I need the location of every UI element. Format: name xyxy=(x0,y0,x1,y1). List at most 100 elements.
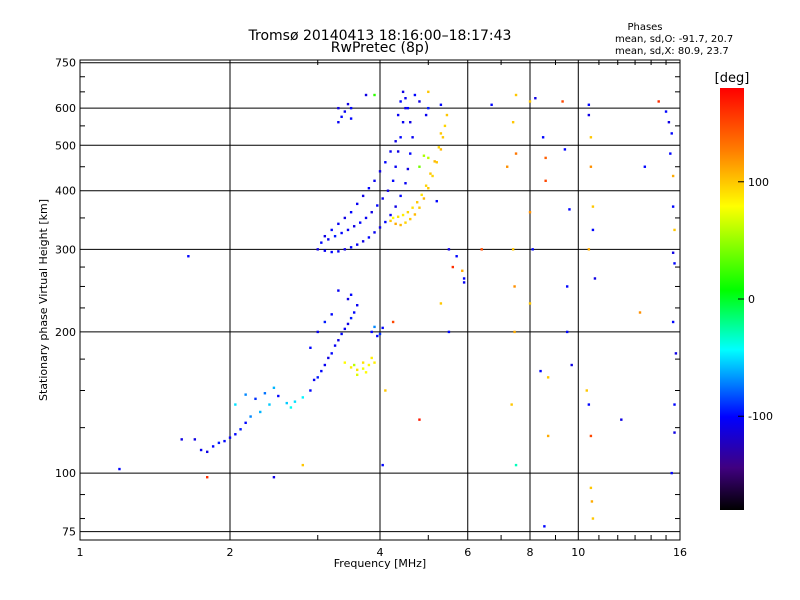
data-point xyxy=(355,368,359,372)
data-point xyxy=(418,165,421,168)
data-point xyxy=(510,403,513,406)
data-point xyxy=(589,136,593,139)
data-point xyxy=(367,187,371,190)
data-point xyxy=(439,302,443,305)
data-point xyxy=(259,410,262,414)
colorbar-tick-label: 0 xyxy=(748,293,755,306)
data-point xyxy=(591,205,595,208)
data-point xyxy=(391,320,395,324)
x-tick-label: 1 xyxy=(77,546,84,559)
y-tick-label: 100 xyxy=(55,467,76,480)
y-axis-label: Stationary phase Virtual Height [km] xyxy=(37,199,50,401)
data-point xyxy=(373,325,376,329)
data-point xyxy=(424,184,428,187)
data-point xyxy=(361,367,365,370)
data-point xyxy=(511,120,515,124)
data-point xyxy=(587,113,591,117)
data-point xyxy=(671,251,675,254)
data-point xyxy=(389,213,392,217)
axis-ticks: 1 2 4 6 8 10 16 75 100 200 300 400 500 600 750 xyxy=(55,57,687,559)
data-point xyxy=(514,463,518,467)
data-point xyxy=(591,228,595,232)
data-point xyxy=(343,248,347,251)
data-point xyxy=(330,352,333,355)
data-point xyxy=(249,415,252,418)
data-point xyxy=(312,378,316,382)
data-point xyxy=(673,431,676,434)
data-point xyxy=(337,289,340,292)
data-point xyxy=(316,248,319,251)
data-point xyxy=(373,361,376,364)
data-point xyxy=(327,238,330,241)
data-point xyxy=(333,344,337,347)
data-point xyxy=(441,136,445,139)
data-point xyxy=(411,206,414,209)
colorbar-label: [deg] xyxy=(715,71,750,86)
data-point xyxy=(546,434,550,438)
data-point xyxy=(352,311,356,314)
data-point xyxy=(418,418,421,421)
x-tick-label: 10 xyxy=(571,546,585,559)
data-point xyxy=(638,311,642,314)
data-point xyxy=(289,406,293,409)
data-point xyxy=(285,401,288,405)
data-point xyxy=(455,255,458,258)
data-point xyxy=(670,471,673,475)
x-tick-label: 2 xyxy=(227,546,234,559)
data-point xyxy=(301,463,305,467)
data-point xyxy=(355,202,359,206)
data-point xyxy=(346,322,350,326)
data-point xyxy=(404,97,407,100)
data-point xyxy=(211,445,215,448)
data-point xyxy=(427,90,430,94)
data-point xyxy=(534,97,537,100)
data-point xyxy=(337,250,340,253)
data-point xyxy=(406,106,410,110)
data-point xyxy=(404,182,407,185)
y-tick-label: 300 xyxy=(55,243,76,256)
data-point xyxy=(427,187,430,190)
data-point xyxy=(349,106,353,110)
data-point xyxy=(323,234,327,238)
data-point xyxy=(462,281,466,284)
data-point xyxy=(568,208,571,211)
data-point xyxy=(309,389,312,392)
data-point xyxy=(513,285,516,288)
data-point xyxy=(396,113,400,117)
data-point xyxy=(316,330,319,334)
data-point xyxy=(409,152,412,155)
data-point xyxy=(674,352,678,355)
data-point xyxy=(590,500,594,503)
data-point xyxy=(239,428,242,431)
data-point xyxy=(193,438,197,441)
data-point xyxy=(396,150,400,153)
data-point xyxy=(378,332,382,336)
data-point xyxy=(337,222,340,226)
data-point xyxy=(673,228,676,232)
data-point xyxy=(514,152,518,155)
data-point xyxy=(370,330,373,334)
data-point xyxy=(333,234,337,238)
data-point xyxy=(394,140,397,143)
data-point xyxy=(234,433,237,436)
data-point xyxy=(461,269,464,272)
data-point xyxy=(401,213,405,217)
data-point xyxy=(228,436,232,439)
data-point xyxy=(381,197,384,200)
data-point xyxy=(447,330,451,334)
data-point xyxy=(671,174,675,178)
data-point xyxy=(244,393,247,396)
phases-x-stats: mean, sd,X: 80.9, 23.7 xyxy=(615,46,729,57)
data-point xyxy=(346,102,350,106)
data-point xyxy=(118,467,121,471)
data-point xyxy=(565,330,569,334)
colorbar-tick-label: -100 xyxy=(748,410,773,423)
data-point xyxy=(406,210,410,214)
data-point xyxy=(587,103,591,106)
data-point xyxy=(399,100,402,103)
data-point xyxy=(413,93,417,97)
data-point xyxy=(433,160,436,163)
data-point xyxy=(361,194,365,198)
data-point xyxy=(277,394,280,398)
data-point xyxy=(411,136,414,139)
